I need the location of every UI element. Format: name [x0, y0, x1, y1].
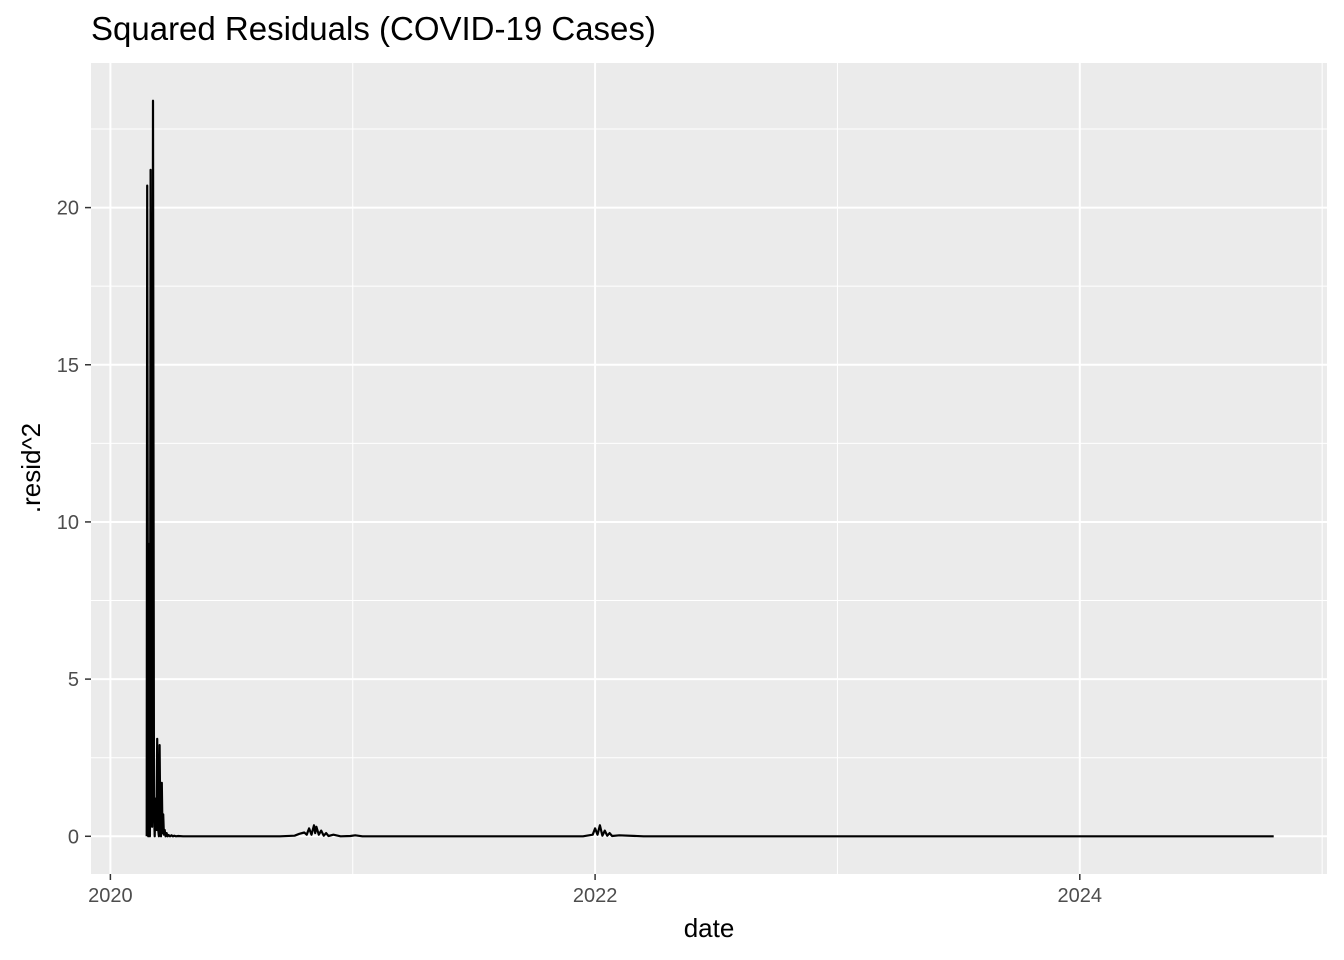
- x-axis-title: date: [684, 913, 735, 943]
- x-tick-label: 2022: [573, 885, 618, 907]
- y-tick-label: 10: [57, 512, 79, 534]
- x-tick-label: 2024: [1058, 885, 1103, 907]
- y-tick-label: 5: [68, 669, 79, 691]
- chart-title: Squared Residuals (COVID-19 Cases): [91, 10, 656, 47]
- x-axis: 2020 2022 2024: [88, 874, 1102, 907]
- series-layer: [145, 99, 1274, 838]
- x-tick-label: 2020: [88, 885, 133, 907]
- residual-series-line: [145, 99, 1274, 838]
- minor-gridlines: [91, 63, 1327, 874]
- y-axis: 0 5 10 15 20: [57, 198, 91, 848]
- plot-panel: [91, 63, 1327, 874]
- y-axis-title: .resid^2: [16, 423, 46, 513]
- y-tick-label: 20: [57, 198, 79, 220]
- y-tick-label: 0: [68, 826, 79, 848]
- y-tick-label: 15: [57, 355, 79, 377]
